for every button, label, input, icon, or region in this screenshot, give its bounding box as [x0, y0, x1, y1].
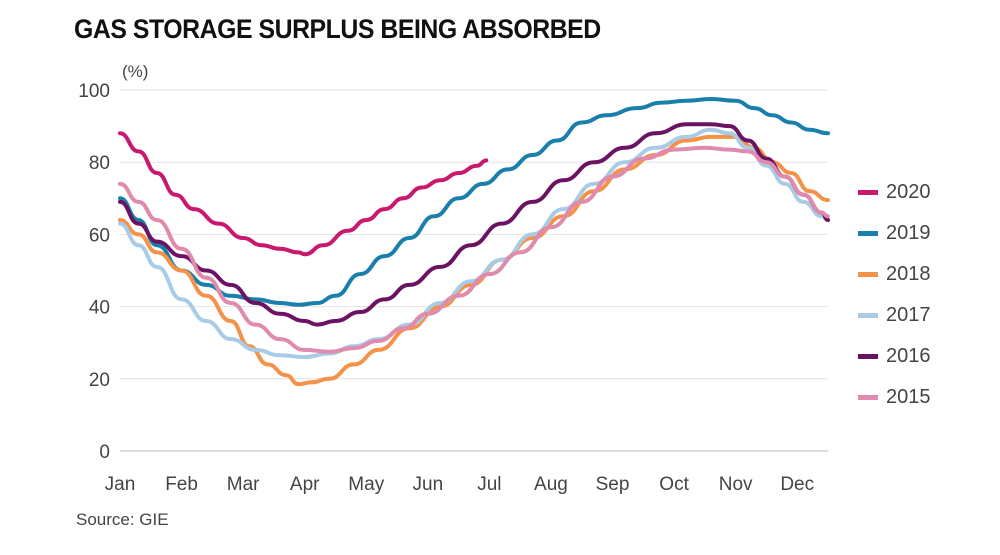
- x-tick-label: Aug: [534, 474, 568, 495]
- legend-item-2020: 2020: [858, 172, 931, 213]
- x-tick-label: Apr: [290, 474, 320, 495]
- y-tick-label: 100: [78, 81, 110, 102]
- x-axis-ticks: Jan Feb Mar Apr May Jun Jul Aug Sep Oct Nov Dec: [105, 474, 814, 495]
- series-line-2018: [118, 134, 830, 387]
- series-lines: [118, 97, 830, 387]
- y-tick-label: 40: [89, 298, 110, 319]
- legend-label: 2016: [886, 345, 931, 367]
- x-tick-label: Mar: [227, 474, 260, 495]
- y-tick-label: 0: [99, 442, 110, 463]
- legend-label: 2017: [886, 304, 931, 326]
- x-tick-label: Feb: [165, 474, 198, 495]
- chart-title: GAS STORAGE SURPLUS BEING ABSORBED: [74, 14, 601, 44]
- x-tick-label: Dec: [780, 474, 814, 495]
- legend-item-2016: 2016: [858, 336, 931, 377]
- series-line-2015: [118, 145, 830, 354]
- y-tick-label: 20: [89, 370, 110, 391]
- x-tick-label: Jan: [105, 474, 136, 495]
- x-tick-label: Jun: [413, 474, 444, 495]
- series-line-2020: [118, 131, 489, 257]
- legend-swatch: [858, 313, 878, 318]
- legend-item-2015: 2015: [858, 377, 931, 418]
- source-note: Source: GIE: [76, 510, 169, 529]
- legend-swatch: [858, 272, 878, 277]
- legend-item-2018: 2018: [858, 254, 931, 295]
- legend-swatch: [858, 395, 878, 400]
- x-tick-label: Nov: [719, 474, 753, 495]
- legend: 2020 2019 2018 2017 2016 2015: [858, 172, 931, 418]
- x-tick-label: Sep: [596, 474, 630, 495]
- series-line-2019: [118, 97, 830, 307]
- legend-label: 2018: [886, 263, 931, 285]
- legend-label: 2020: [886, 181, 931, 203]
- y-axis-unit-label: (%): [122, 62, 149, 81]
- legend-item-2019: 2019: [858, 213, 931, 254]
- series-line-2016: [118, 122, 830, 327]
- legend-swatch: [858, 190, 878, 195]
- legend-label: 2015: [886, 386, 931, 408]
- y-axis-ticks: 0 20 40 60 80 100: [78, 81, 110, 463]
- y-tick-label: 80: [89, 153, 110, 174]
- legend-swatch: [858, 354, 878, 359]
- legend-item-2017: 2017: [858, 295, 931, 336]
- y-tick-label: 60: [89, 225, 110, 246]
- gridlines: [120, 89, 828, 452]
- x-tick-label: Jul: [477, 474, 501, 495]
- legend-swatch: [858, 231, 878, 236]
- series-line-2017: [118, 127, 830, 360]
- legend-label: 2019: [886, 222, 931, 244]
- x-tick-label: Oct: [659, 474, 689, 495]
- x-tick-label: May: [348, 474, 384, 495]
